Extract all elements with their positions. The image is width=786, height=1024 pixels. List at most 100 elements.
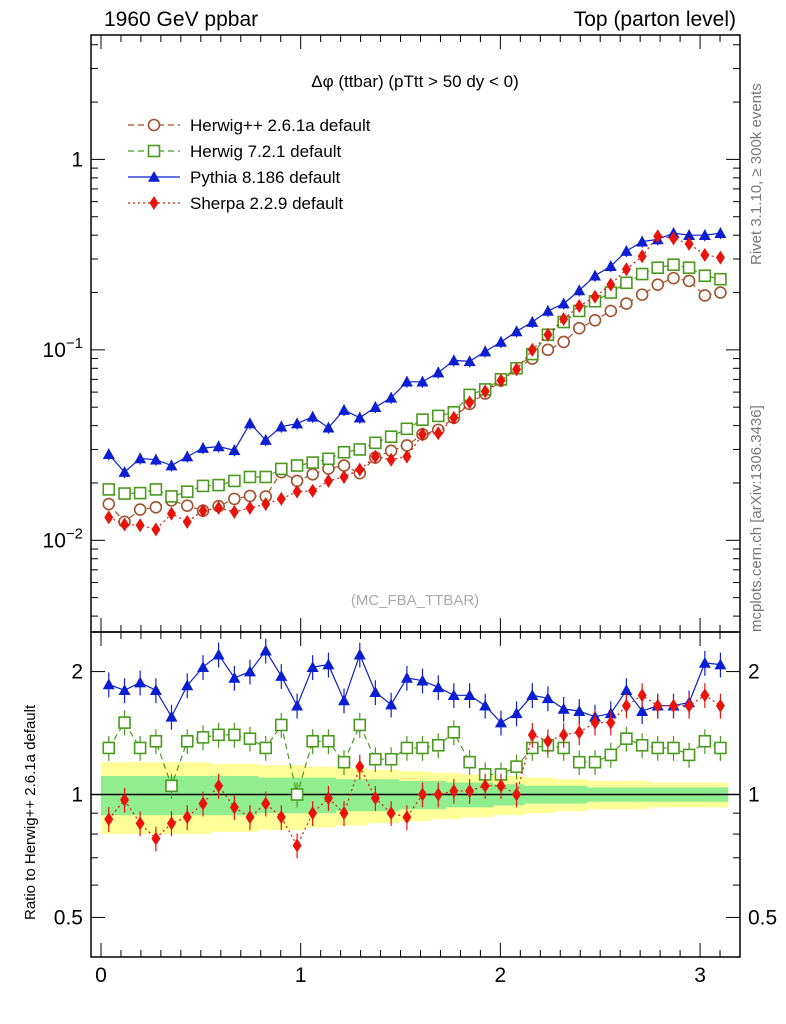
main-series-2-point: [212, 440, 225, 452]
ratio-series-2-point: [432, 681, 445, 693]
main-series-3-point: [715, 250, 725, 265]
main-series-3-point: [621, 262, 631, 277]
main-series-3-point: [700, 247, 710, 262]
main-series-2-point: [400, 375, 413, 387]
ratio-series-1-point: [180, 734, 194, 748]
main-series-2-point: [228, 444, 241, 456]
main-series-2-point: [526, 316, 539, 327]
main-series-0-point: [337, 459, 351, 472]
main-series-2-point: [338, 404, 351, 415]
legend-marker-1: [147, 144, 161, 158]
main-series-1-point: [635, 267, 649, 281]
ratio-band-inner: [100, 776, 729, 816]
ratio-series-2-point: [102, 678, 115, 690]
ratio-series-3-point: [323, 791, 333, 806]
main-series-2-point: [510, 325, 523, 337]
ratio-series-2-point: [494, 716, 507, 728]
ratio-series-3-point: [543, 734, 553, 749]
ratio-series-1-point: [447, 726, 461, 739]
ratio-series-2-point: [306, 661, 319, 672]
ratio-series-2-point: [181, 679, 194, 691]
ratio-series-1-point: [196, 731, 210, 744]
ratio-series-2-point: [463, 689, 476, 701]
main-series-3-point: [182, 514, 192, 529]
ratio-series-3-point: [590, 715, 600, 730]
ratio-series-2-point: [369, 686, 382, 698]
ratio-series-1-point: [228, 728, 241, 742]
main-series-2-point: [353, 411, 366, 423]
main-series-2-point: [541, 304, 554, 316]
ratio-series-3-point: [559, 727, 569, 742]
ratio-series-2-point: [447, 689, 460, 701]
ratio-series-2-point: [526, 689, 539, 701]
ratio-series-1-point: [416, 741, 429, 755]
main-series-1-point: [698, 269, 712, 283]
ratio-series-1-line: [108, 721, 721, 797]
energy-label: 1960 GeV ppbar: [104, 8, 259, 31]
ratio-series-1-point: [714, 741, 727, 755]
main-series-1-point: [682, 261, 696, 274]
main-series-3-point: [370, 449, 380, 464]
ratio-series-3-point: [496, 778, 506, 793]
main-series-3-point: [355, 462, 365, 477]
main-series-2-point: [149, 453, 162, 465]
ratio-series-3-point: [355, 759, 365, 774]
ratio-series-3-point: [402, 810, 412, 825]
main-series-2-point: [683, 229, 696, 240]
main-series-3-point: [120, 517, 130, 532]
main-series-2-point: [165, 459, 178, 471]
main-series-1-point: [102, 483, 116, 496]
main-series-0-point: [572, 321, 586, 335]
ratio-series-2-point: [149, 684, 162, 696]
main-series-1-point: [118, 487, 131, 500]
main-series-1-point: [651, 261, 665, 274]
main-series-0-point: [180, 499, 194, 512]
main-series-3-point: [339, 469, 349, 484]
ratio-ylabel: Ratio to Herwig++ 2.6.1a default: [22, 704, 39, 920]
main-series-2-point: [698, 229, 711, 240]
ratio-series-2-point: [636, 705, 649, 716]
main-plot-title: Δφ (ttbar) (pTtt > 50 dy < 0): [311, 72, 519, 91]
ratio-series-3-point: [245, 810, 255, 825]
main-series-0-point: [682, 274, 696, 288]
main-series-1-point: [212, 478, 225, 492]
main-series-0-point: [604, 304, 618, 318]
main-series-1-point: [431, 409, 445, 423]
ratio-series-3-point: [166, 816, 176, 831]
main-series-3-line: [108, 235, 721, 531]
ratio-series-2-point: [275, 670, 288, 681]
main-series-3-point: [135, 518, 145, 533]
main-series-1-point: [243, 470, 257, 484]
main-series-3-point: [229, 504, 239, 519]
main-series-2-point: [118, 466, 131, 477]
main-series-2-point: [291, 417, 304, 429]
main-series-3-point: [402, 449, 412, 464]
main-series-3-point: [590, 289, 600, 304]
main-series-0-point: [667, 271, 680, 285]
ratio-series-1-point: [149, 734, 163, 748]
main-series-1-point: [275, 462, 288, 476]
main-series-3-point: [449, 410, 459, 425]
main-series-2-point: [620, 245, 633, 256]
main-series-1-point: [714, 272, 727, 286]
legend-marker-0: [147, 118, 161, 132]
ratio-series-3-point: [700, 688, 710, 703]
ratio-series-3-line: [108, 694, 721, 847]
ratio-series-3-point: [606, 715, 616, 730]
ratio-series-2-point: [291, 699, 304, 711]
ratio-series-3-point: [104, 812, 114, 827]
ratio-series-3-point: [669, 698, 679, 713]
main-series-0-point: [102, 497, 116, 511]
main-series-1-point: [149, 483, 163, 496]
main-series-1-point: [369, 436, 382, 450]
ratio-series-3-point: [637, 688, 647, 703]
ratio-series-2-point: [338, 694, 351, 706]
ratio-series-3-point: [214, 778, 224, 793]
ratio-y-tick-label-right: 0.5: [748, 906, 777, 929]
main-series-2-point: [275, 420, 288, 432]
ratio-series-2-point: [510, 707, 523, 719]
ratio-series-3-point: [527, 727, 537, 742]
mcplots-note: mcplots.cern.ch [arXiv:1306.3436]: [748, 405, 765, 632]
ratio-series-3-point: [292, 838, 302, 853]
main-series-3-point: [637, 249, 647, 264]
